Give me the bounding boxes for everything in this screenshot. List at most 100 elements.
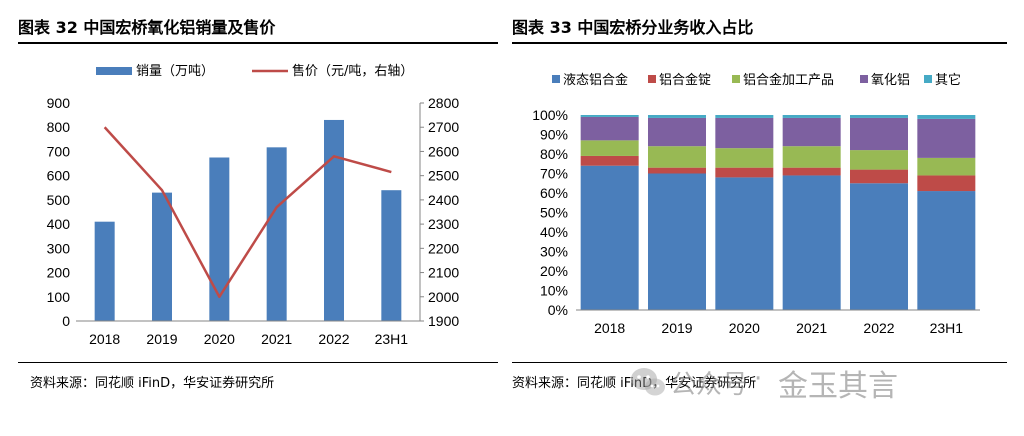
left-source-rule xyxy=(18,362,498,363)
bar-segment-2022-0 xyxy=(850,183,908,310)
legend-label-sales: 销量（万吨） xyxy=(136,64,214,79)
right-title-rule xyxy=(512,42,1007,44)
legend-swatch-1 xyxy=(648,75,656,83)
bar-segment-2021-2 xyxy=(782,146,841,168)
bar-segment-2018-3 xyxy=(580,116,639,141)
bar-segment-2019-3 xyxy=(648,117,706,147)
y-left-tick-label: 100 xyxy=(47,289,71,305)
bar-segment-2022-3 xyxy=(850,117,908,151)
bar-segment-2019-0 xyxy=(648,173,706,310)
x-tick-label: 2018 xyxy=(89,331,120,347)
legend-label-0: 液态铝合金 xyxy=(563,72,628,88)
bar-segment-2021-1 xyxy=(782,167,841,176)
bar-segment-2020-2 xyxy=(715,148,774,168)
legend-label-4: 其它 xyxy=(935,72,961,88)
bar-segment-2018-4 xyxy=(580,115,639,117)
x-tick-label: 2019 xyxy=(661,320,692,336)
bar-segment-23H1-3 xyxy=(917,118,976,158)
y-left-tick-label: 800 xyxy=(47,119,71,135)
price-line xyxy=(103,126,392,299)
y-right-tick-label: 2500 xyxy=(428,168,459,184)
sales-bar-2022 xyxy=(324,119,344,321)
x-tick-label: 2022 xyxy=(318,331,349,347)
y-right-tick-label: 2800 xyxy=(428,95,459,111)
right-figure-title: 图表 33 中国宏桥分业务收入占比 xyxy=(512,18,754,37)
bar-segment-2020-3 xyxy=(715,117,774,149)
y-tick-label: 0% xyxy=(548,302,568,318)
bar-segment-2022-4 xyxy=(850,115,908,118)
revenue-share-chart: 液态铝合金 铝合金锭 铝合金加工产品 氧化铝 其它 0% 10% 20% 30% 40% 50% 60… xyxy=(532,72,980,336)
y-right-tick-label: 2400 xyxy=(428,192,459,208)
y-tick-label: 60% xyxy=(540,185,568,201)
x-tick-label: 2018 xyxy=(594,320,625,336)
y-tick-label: 30% xyxy=(540,244,568,260)
x-tick-label: 23H1 xyxy=(375,331,409,347)
bar-segment-2018-2 xyxy=(580,140,639,156)
legend-label-2: 铝合金加工产品 xyxy=(743,72,834,88)
bar-segment-2019-1 xyxy=(648,167,706,174)
y-tick-label: 80% xyxy=(540,146,568,162)
x-tick-label: 2021 xyxy=(796,320,827,336)
y-right-tick-label: 2300 xyxy=(428,216,459,232)
bar-segment-23H1-0 xyxy=(917,191,976,310)
legend-label-1: 铝合金锭 xyxy=(659,72,711,88)
sales-bar-2018 xyxy=(94,221,115,321)
bar-segment-2022-1 xyxy=(850,169,908,184)
x-tick-label: 2019 xyxy=(146,331,177,347)
bar-segment-2022-2 xyxy=(850,150,908,170)
sales-price-chart: 销量（万吨） 售价（元/吨，右轴） 0 100 200 300 400 500 600 700 80… xyxy=(47,63,460,347)
legend-swatch-sales xyxy=(96,67,132,75)
bar-segment-2021-4 xyxy=(782,115,841,118)
y-tick-label: 90% xyxy=(540,127,568,143)
y-right-tick-label: 2700 xyxy=(428,119,459,135)
y-right-tick-label: 1900 xyxy=(428,313,459,329)
y-tick-label: 100% xyxy=(532,107,568,123)
x-tick-label: 2022 xyxy=(863,320,894,336)
y-left-tick-label: 0 xyxy=(62,313,70,329)
x-tick-label: 23H1 xyxy=(930,320,964,336)
left-title-rule xyxy=(18,42,498,44)
y-left-tick-label: 700 xyxy=(47,143,71,159)
bar-segment-2020-1 xyxy=(715,167,774,178)
bar-segment-2018-0 xyxy=(580,165,639,310)
sales-bar-2020 xyxy=(209,157,230,321)
bar-segment-2020-4 xyxy=(715,115,774,118)
right-figure-panel: 图表 33 中国宏桥分业务收入占比 液态铝合金 铝合金锭 铝合金加工产品 氧化铝 其它 0… xyxy=(512,0,1024,436)
bar-segment-2021-0 xyxy=(782,175,841,310)
x-tick-label: 2020 xyxy=(729,320,760,336)
y-tick-label: 40% xyxy=(540,224,568,240)
bar-segment-23H1-2 xyxy=(917,157,976,176)
y-left-tick-label: 300 xyxy=(47,240,71,256)
y-left-tick-label: 400 xyxy=(47,216,71,232)
y-tick-label: 50% xyxy=(540,205,568,221)
y-left-tick-label: 600 xyxy=(47,168,71,184)
sales-bar-23H1 xyxy=(381,190,402,321)
y-right-tick-label: 2200 xyxy=(428,240,459,256)
legend-swatch-4 xyxy=(924,75,932,83)
sales-bar-2021 xyxy=(266,147,287,321)
x-tick-label: 2021 xyxy=(261,331,292,347)
y-tick-label: 10% xyxy=(540,283,568,299)
y-tick-label: 20% xyxy=(540,263,568,279)
y-tick-label: 70% xyxy=(540,166,568,182)
bar-segment-2021-3 xyxy=(782,117,841,147)
legend-label-3: 氧化铝 xyxy=(871,73,910,88)
left-figure-title: 图表 32 中国宏桥氧化铝销量及售价 xyxy=(18,18,276,37)
sales-bar-2019 xyxy=(152,192,172,321)
bar-segment-23H1-1 xyxy=(917,175,976,192)
y-right-tick-label: 2000 xyxy=(428,289,459,305)
bar-segment-2018-1 xyxy=(580,155,639,166)
legend-swatch-3 xyxy=(860,75,868,83)
bar-segment-2019-4 xyxy=(648,115,706,118)
y-right-tick-label: 2100 xyxy=(428,265,459,281)
y-left-tick-label: 500 xyxy=(47,192,71,208)
left-figure-panel: 图表 32 中国宏桥氧化铝销量及售价 销量（万吨） 售价（元/吨，右轴） 0 100 2… xyxy=(0,0,500,436)
legend-swatch-2 xyxy=(732,75,740,83)
bar-segment-23H1-4 xyxy=(917,115,976,119)
right-source-rule xyxy=(512,362,1007,363)
y-right-tick-label: 2600 xyxy=(428,143,459,159)
bar-segment-2020-0 xyxy=(715,177,774,310)
y-left-tick-label: 900 xyxy=(47,95,71,111)
x-tick-label: 2020 xyxy=(204,331,235,347)
left-source-note: 资料来源：同花顺 iFinD，华安证券研究所 xyxy=(30,376,275,391)
